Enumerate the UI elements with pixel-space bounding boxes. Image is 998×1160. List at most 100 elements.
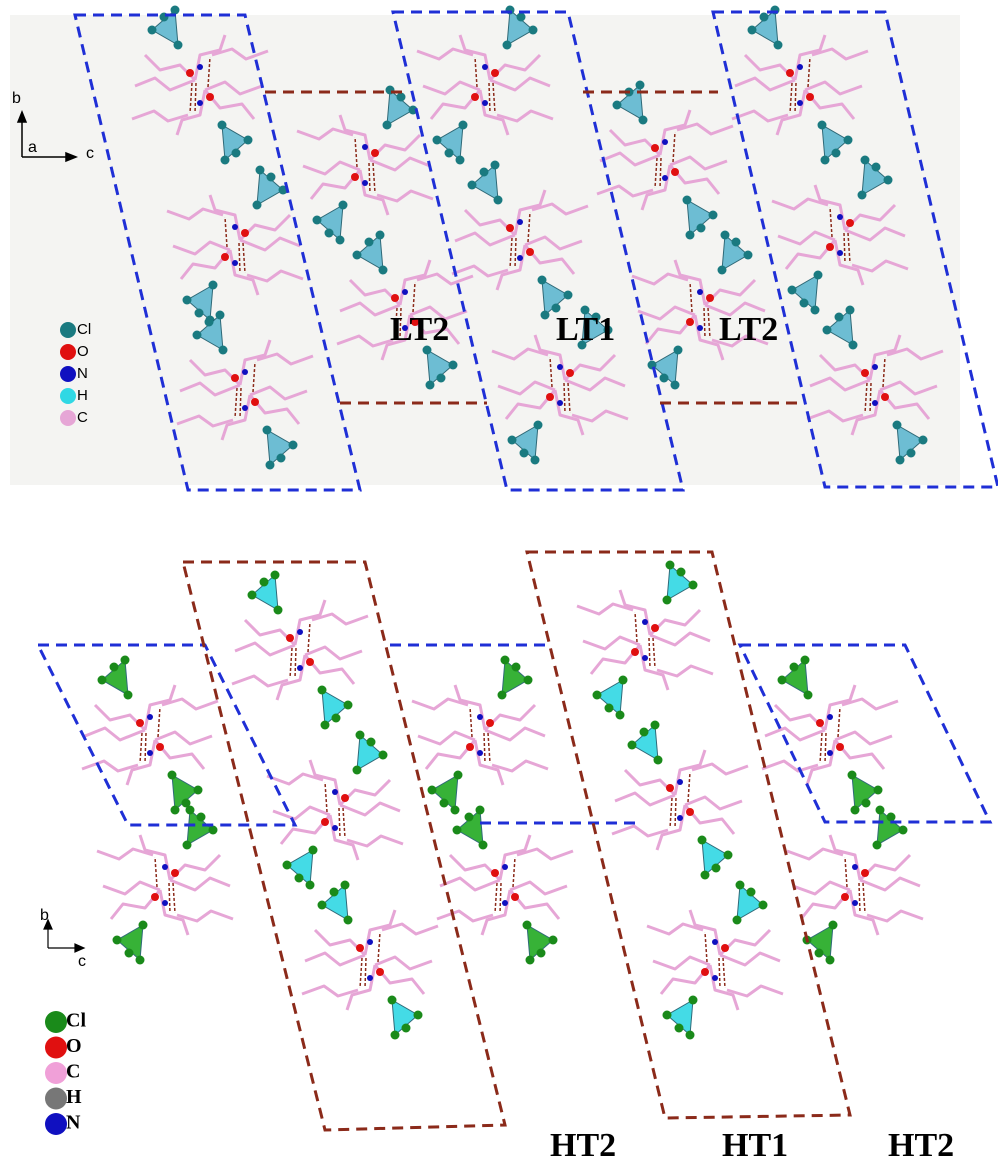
phase-label: LT2 — [719, 311, 778, 348]
atom — [459, 121, 468, 130]
atom — [466, 743, 474, 751]
atom — [662, 175, 668, 181]
atom — [402, 289, 408, 295]
atom — [557, 364, 563, 370]
atom — [841, 893, 849, 901]
alkyl-chain — [305, 647, 362, 659]
atom — [477, 714, 483, 720]
alkyl-chain — [640, 645, 668, 690]
atom — [873, 841, 882, 850]
atom — [640, 728, 649, 737]
atom — [501, 656, 510, 665]
atom — [861, 156, 870, 165]
atom — [295, 874, 304, 883]
axis-label: a — [28, 139, 37, 156]
alkyl-chain — [807, 740, 835, 785]
atom — [426, 381, 435, 390]
atom — [846, 219, 854, 227]
atom — [232, 224, 238, 230]
atom — [468, 181, 477, 190]
atom — [267, 173, 276, 182]
atom — [821, 156, 830, 165]
atom — [194, 786, 203, 795]
alkyl-chain — [277, 655, 305, 700]
phase-label: LT1 — [556, 311, 615, 348]
atom — [849, 341, 858, 350]
atom — [663, 596, 672, 605]
legend-label: O — [66, 1035, 82, 1057]
atom — [861, 869, 869, 877]
atom — [814, 271, 823, 280]
atom — [651, 721, 660, 730]
atom — [549, 936, 558, 945]
atom — [721, 944, 729, 952]
atom — [147, 714, 153, 720]
atom — [253, 201, 262, 210]
atom — [546, 393, 554, 401]
atom — [675, 1024, 684, 1033]
atom — [616, 711, 625, 720]
atom — [148, 26, 157, 35]
alkyl-chain — [775, 705, 825, 730]
atom — [790, 663, 799, 672]
atom — [491, 869, 499, 877]
atom — [827, 750, 833, 756]
alkyl-chain — [793, 882, 850, 894]
atom — [365, 238, 374, 247]
atom — [147, 750, 153, 756]
atom — [195, 309, 204, 318]
atom — [663, 1011, 672, 1020]
atom — [744, 251, 753, 260]
atom — [486, 719, 494, 727]
atom — [283, 861, 292, 870]
atom — [362, 144, 368, 150]
legend-swatch — [60, 344, 76, 360]
atom — [804, 691, 813, 700]
atom — [244, 136, 253, 145]
phase-label: HT2 — [888, 1127, 954, 1160]
atom — [712, 864, 721, 873]
atom — [826, 956, 835, 965]
atom — [332, 789, 338, 795]
atom — [774, 41, 783, 50]
atom — [248, 591, 257, 600]
atom — [619, 676, 628, 685]
alkyl-chain — [485, 705, 535, 730]
atom — [480, 168, 489, 177]
atom — [260, 578, 269, 587]
atom — [209, 826, 218, 835]
atom — [256, 166, 265, 175]
atom — [251, 398, 259, 406]
atom — [336, 236, 345, 245]
atom — [367, 975, 373, 981]
atom — [156, 743, 164, 751]
atom — [701, 968, 709, 976]
atom — [332, 714, 341, 723]
atom — [534, 421, 543, 430]
alkyl-chain — [835, 732, 892, 744]
atom — [835, 313, 844, 322]
atom — [339, 201, 348, 210]
alkyl-chain — [650, 633, 710, 645]
alkyl-chain — [365, 910, 395, 955]
atom — [852, 864, 858, 870]
atom — [482, 100, 488, 106]
axis-label: b — [40, 907, 49, 924]
atom — [788, 286, 797, 295]
atom — [686, 1031, 695, 1040]
atom — [759, 901, 768, 910]
atom — [709, 211, 718, 220]
atom — [872, 364, 878, 370]
atom — [593, 691, 602, 700]
alkyl-chain — [650, 610, 700, 635]
legend-label: Cl — [77, 321, 91, 338]
atom — [206, 93, 214, 101]
alkyl-chain — [375, 957, 432, 969]
atom — [491, 69, 499, 77]
cell-box — [183, 562, 505, 1130]
atom — [502, 864, 508, 870]
atom — [465, 813, 474, 822]
alkyl-chain — [720, 953, 780, 965]
alkyl-chain — [690, 910, 720, 955]
atom — [313, 216, 322, 225]
